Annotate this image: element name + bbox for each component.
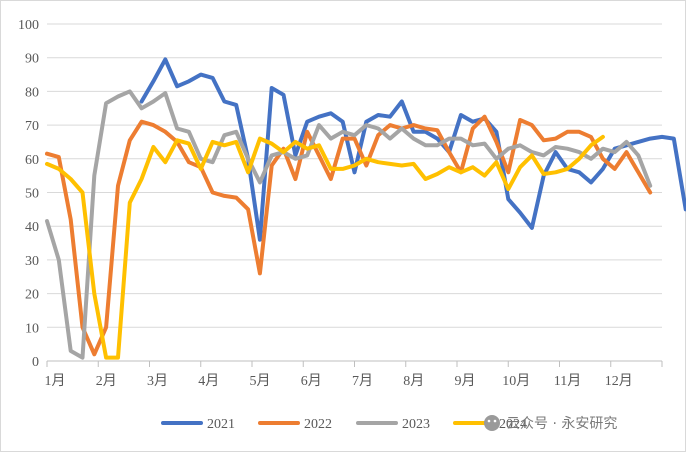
x-tick-label: 5月 [250, 373, 271, 389]
x-tick-label: 7月 [352, 373, 373, 389]
wechat-icon-eye-right [493, 419, 497, 423]
y-tick-label: 70 [25, 119, 39, 134]
x-tick-label: 8月 [403, 373, 424, 389]
legend-label-2024: 2024 [499, 417, 527, 432]
x-tick-label: 12月 [605, 373, 633, 389]
x-tick-label: 11月 [554, 373, 581, 389]
x-tick-label: 1月 [45, 373, 66, 389]
y-tick-label: 0 [32, 355, 39, 370]
series-group [45, 57, 686, 360]
wechat-icon [484, 415, 500, 431]
series-line-2024 [45, 134, 605, 360]
watermark-text: 云众号 · 永安研究 [506, 416, 617, 432]
y-tick-label: 80 [25, 85, 39, 100]
y-axis-ticks: 0 10 20 30 40 50 60 70 80 90 100 [18, 18, 39, 370]
legend: 2021 2022 2023 2024 [161, 417, 527, 432]
y-tick-label: 100 [18, 18, 39, 33]
x-tick-label: 6月 [301, 373, 322, 389]
legend-label-2023: 2023 [402, 417, 430, 432]
x-tick-label: 4月 [198, 373, 219, 389]
x-axis: 1月 2月 3月 4月 5月 6月 7月 8月 9月 10月 11月 12月 [45, 360, 663, 389]
y-tick-label: 20 [25, 288, 39, 303]
y-tick-label: 10 [25, 321, 39, 336]
x-tick-label: 9月 [455, 373, 476, 389]
x-tick-label: 10月 [502, 373, 530, 389]
legend-label-2021: 2021 [207, 417, 235, 432]
wechat-icon-eye-left [487, 419, 491, 423]
legend-label-2022: 2022 [304, 417, 332, 432]
y-tick-label: 30 [25, 254, 39, 269]
series-line-2021 [139, 57, 686, 242]
y-tick-label: 50 [25, 187, 39, 202]
series-line-2023 [45, 89, 653, 360]
y-tick-label: 90 [25, 52, 39, 67]
x-tick-label: 2月 [96, 373, 117, 389]
watermark: 云众号 · 永安研究 [484, 415, 617, 432]
series-line-2022 [45, 114, 653, 357]
x-tick-label: 3月 [147, 373, 168, 389]
y-tick-label: 40 [25, 220, 39, 235]
y-tick-label: 60 [25, 153, 39, 168]
